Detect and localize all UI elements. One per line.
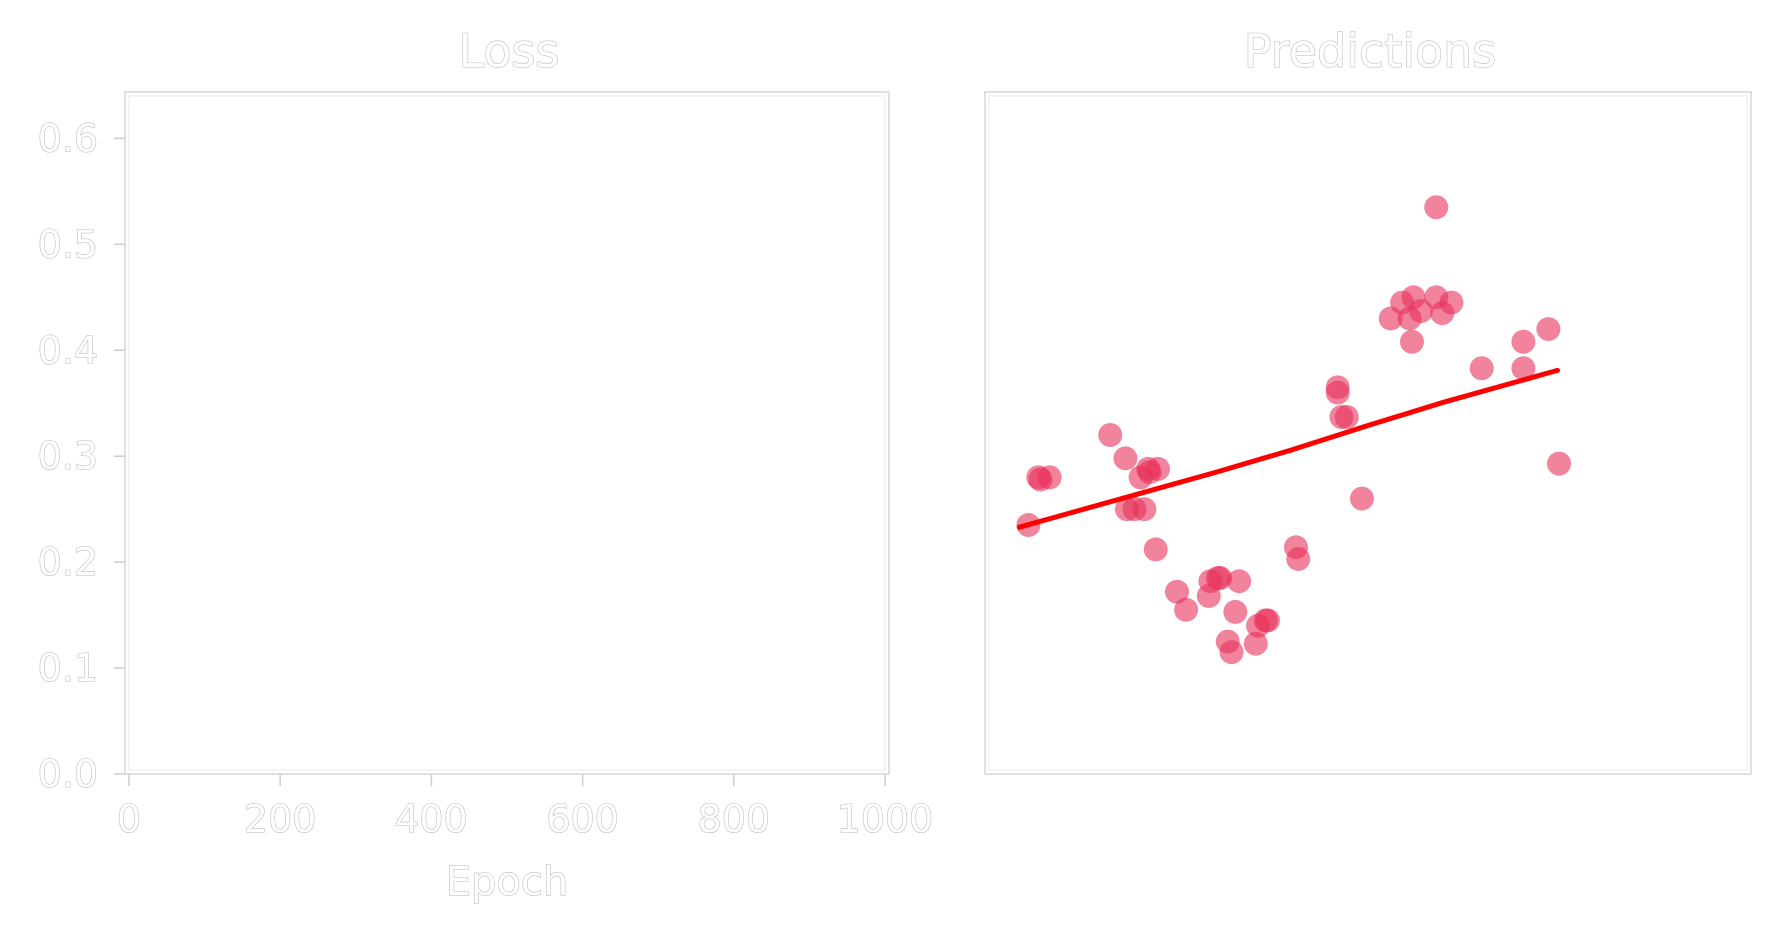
loss-x-axis: 0 200 400 600 800 1000 xyxy=(116,774,934,842)
prediction-point xyxy=(1334,404,1359,429)
prediction-point xyxy=(1409,299,1434,324)
prediction-point xyxy=(1113,446,1138,471)
loss-x-tick-label: 800 xyxy=(698,797,771,841)
loss-x-tick-label: 400 xyxy=(395,797,468,841)
loss-y-tick-label: 0.6 xyxy=(38,116,98,160)
prediction-point xyxy=(1132,497,1157,522)
prediction-point xyxy=(1037,465,1062,490)
predictions-title: Predictions xyxy=(1244,24,1496,78)
prediction-point xyxy=(1424,195,1449,220)
prediction-point xyxy=(1547,451,1572,476)
prediction-point xyxy=(1511,329,1536,354)
loss-y-axis: 0.0 0.1 0.2 0.3 0.4 0.5 0.6 xyxy=(37,116,125,797)
loss-y-tick-label: 0.5 xyxy=(38,222,98,266)
loss-y-tick-label: 0.4 xyxy=(38,328,98,372)
loss-x-tick-label: 1000 xyxy=(837,797,934,841)
loss-panel: Loss 0.0 0.1 0.2 0.3 0.4 0.5 0.6 0 200 400 600 800… xyxy=(37,23,934,905)
loss-y-tick-label: 0.0 xyxy=(38,752,98,796)
loss-plot-inner-frame xyxy=(128,95,886,771)
prediction-point xyxy=(1227,569,1252,594)
loss-x-tick-label: 0 xyxy=(117,797,141,841)
loss-x-axis-label: Epoch xyxy=(446,859,568,905)
prediction-point xyxy=(1399,329,1424,354)
loss-title: Loss xyxy=(459,24,560,78)
prediction-point xyxy=(1286,546,1311,571)
prediction-point xyxy=(1439,290,1464,315)
prediction-point xyxy=(1208,566,1233,591)
prediction-point xyxy=(1219,640,1244,665)
fit-curve xyxy=(1016,367,1560,530)
loss-y-tick-label: 0.1 xyxy=(38,646,98,690)
loss-y-tick-label: 0.3 xyxy=(38,434,98,478)
prediction-point xyxy=(1255,608,1280,633)
loss-y-tick-label: 0.2 xyxy=(38,540,98,584)
prediction-points xyxy=(1016,195,1572,665)
prediction-point xyxy=(1164,579,1189,604)
loss-x-tick-label: 200 xyxy=(244,797,317,841)
prediction-point xyxy=(1325,380,1350,405)
loss-plot-frame xyxy=(124,91,890,775)
prediction-point xyxy=(1536,317,1561,342)
prediction-point xyxy=(1098,423,1123,447)
prediction-point xyxy=(1511,356,1536,381)
predictions-plot-frame xyxy=(984,91,1752,775)
prediction-point xyxy=(1243,631,1268,656)
prediction-point xyxy=(1349,486,1374,511)
prediction-point xyxy=(1174,597,1199,622)
predictions-panel: Predictions xyxy=(984,23,1752,775)
predictions-plot-inner-frame xyxy=(988,95,1748,771)
prediction-point xyxy=(1223,599,1248,624)
prediction-point xyxy=(1146,456,1171,481)
prediction-point xyxy=(1469,356,1494,381)
loss-x-tick-label: 600 xyxy=(546,797,619,841)
prediction-point xyxy=(1143,537,1168,562)
prediction-fit-line xyxy=(1016,367,1560,530)
